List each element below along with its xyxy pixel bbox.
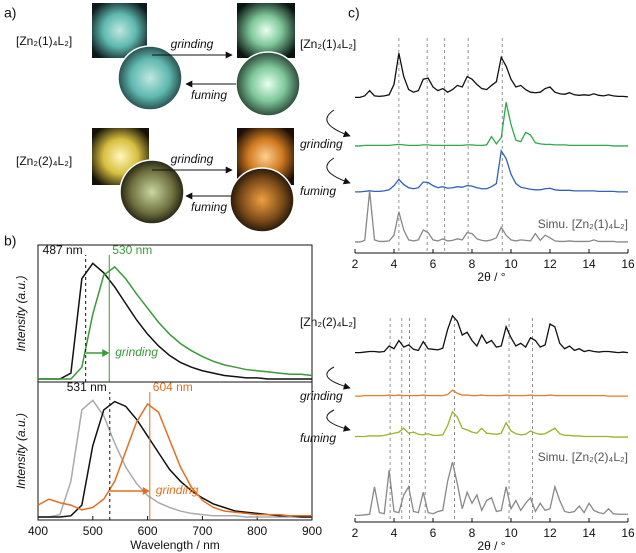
- series-label: grinding: [300, 389, 343, 403]
- spectrum-line: [38, 267, 312, 379]
- curved-arrow: [327, 410, 350, 430]
- x-tick-label: 8: [469, 257, 476, 271]
- x-tick-label: 2: [352, 526, 359, 540]
- series-label: Simu. [Zn₂(2)₄L₂]: [538, 450, 628, 464]
- x-tick-label: 8: [469, 526, 476, 540]
- process-label: grinding: [171, 152, 214, 166]
- peak-label: 531 nm: [67, 380, 107, 394]
- x-tick-label: 700: [192, 524, 212, 538]
- process-label: grinding: [171, 37, 214, 51]
- y-axis-label: Intensity (a.u.): [14, 275, 28, 351]
- photo: [230, 168, 294, 232]
- curved-arrow: [327, 110, 350, 136]
- curved-arrow: [327, 158, 350, 183]
- peak-label: 604 nm: [153, 380, 193, 394]
- peak-label: 487 nm: [43, 243, 83, 257]
- annotation: grinding: [115, 345, 158, 359]
- process-label: fuming: [191, 200, 227, 214]
- pattern-line: [355, 53, 628, 97]
- photo: [118, 46, 182, 110]
- curved-arrow: [327, 367, 350, 388]
- spectrum-line: [38, 263, 312, 379]
- pattern-line: [355, 316, 628, 353]
- series-label: fuming: [300, 184, 336, 198]
- x-tick-label: 4: [391, 526, 398, 540]
- x-tick-label: 900: [302, 524, 322, 538]
- series-label: Simu. [Zn₂(1)₄L₂]: [538, 217, 628, 231]
- pattern-line: [355, 102, 628, 146]
- x-tick-label: 4: [391, 257, 398, 271]
- x-axis-label: 2θ / °: [477, 539, 505, 553]
- pattern-line: [355, 390, 628, 396]
- panel-label: b): [4, 233, 16, 249]
- x-tick-label: 2: [352, 257, 359, 271]
- spectrum-line: [38, 404, 312, 516]
- plot-frame: [38, 245, 312, 382]
- x-tick-label: 14: [582, 257, 596, 271]
- pattern-line: [355, 462, 628, 515]
- x-tick-label: 12: [543, 257, 557, 271]
- x-tick-label: 800: [247, 524, 267, 538]
- process-label: fuming: [191, 88, 227, 102]
- x-axis-label: Wavelength / nm: [130, 538, 220, 552]
- x-tick-label: 10: [504, 526, 518, 540]
- series-label: [Zn₂(2)₄L₂]: [300, 315, 356, 329]
- y-axis-label: Intensity (a.u.): [14, 413, 28, 489]
- x-tick-label: 16: [621, 526, 635, 540]
- photo: [237, 3, 295, 58]
- panel-label: c): [348, 5, 360, 21]
- pattern-line: [355, 412, 628, 437]
- compound-label: [Zn₂(2)₄L₂]: [16, 154, 72, 168]
- x-tick-label: 600: [138, 524, 158, 538]
- pattern-line: [355, 151, 628, 192]
- annotation: grinding: [156, 483, 199, 497]
- series-label: grinding: [300, 137, 343, 151]
- x-tick-label: 500: [83, 524, 103, 538]
- x-tick-label: 10: [504, 257, 518, 271]
- arrow-head: [102, 349, 109, 357]
- x-tick-label: 12: [543, 526, 557, 540]
- compound-label: [Zn₂(1)₄L₂]: [16, 34, 72, 48]
- series-label: [Zn₂(1)₄L₂]: [300, 37, 356, 51]
- spectrum-line: [38, 402, 312, 517]
- x-tick-label: 6: [430, 257, 437, 271]
- panel-label: a): [4, 5, 16, 21]
- peak-label: 530 nm: [112, 243, 152, 257]
- x-tick-label: 14: [582, 526, 596, 540]
- x-tick-label: 16: [621, 257, 635, 271]
- spectrum-line: [38, 400, 312, 517]
- x-tick-label: 6: [430, 526, 437, 540]
- x-tick-label: 400: [28, 524, 48, 538]
- figure: a) [Zn₂(1)₄L₂] grinding fuming [Zn₂(2)₄L…: [0, 0, 636, 553]
- photo: [236, 52, 300, 116]
- series-label: fuming: [300, 431, 336, 445]
- x-axis-label: 2θ / °: [477, 270, 505, 284]
- plot-frame: [38, 382, 312, 520]
